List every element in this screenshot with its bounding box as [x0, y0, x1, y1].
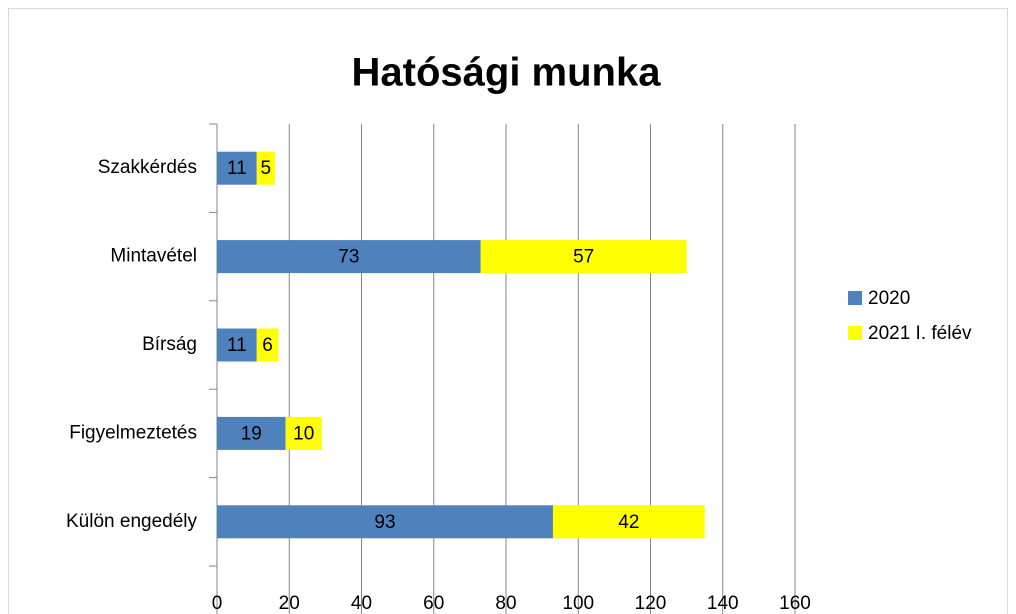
bar [217, 328, 257, 362]
x-tick-label: 100 [562, 593, 594, 614]
legend-swatch [848, 291, 862, 305]
bar [217, 416, 286, 450]
legend-label: 2021 I. félév [868, 323, 972, 344]
data-label: 19 [241, 423, 262, 444]
y-tick-label: Külön engedély [66, 511, 197, 532]
x-tick-label: 0 [212, 593, 223, 614]
chart-title: Hatósági munka [352, 51, 662, 95]
data-label: 93 [374, 512, 395, 533]
data-label: 5 [260, 158, 271, 179]
data-label: 57 [573, 247, 594, 268]
data-label: 11 [227, 158, 247, 179]
bar [285, 416, 322, 450]
x-tick-label: 20 [279, 593, 300, 614]
y-tick-label: Szakkérdés [98, 157, 197, 178]
data-label: 42 [618, 512, 639, 533]
x-tick-label: 160 [779, 593, 811, 614]
data-label: 10 [293, 423, 314, 444]
bar [217, 151, 257, 185]
bar [217, 505, 553, 539]
legend-label: 2020 [868, 288, 910, 309]
data-label: 73 [338, 247, 359, 268]
data-label: 11 [227, 335, 247, 356]
x-tick-label: 140 [707, 593, 739, 614]
y-tick-label: Figyelmeztetés [69, 422, 197, 443]
data-label: 6 [262, 335, 273, 356]
x-tick-label: 60 [423, 593, 444, 614]
y-tick-label: Bírság [142, 334, 197, 355]
x-tick-label: 120 [635, 593, 667, 614]
x-tick-label: 80 [495, 593, 516, 614]
bar [256, 328, 279, 362]
bar [480, 240, 687, 274]
bar [217, 240, 481, 274]
bar [256, 151, 275, 185]
x-tick-label: 40 [351, 593, 372, 614]
bar [552, 505, 705, 539]
y-tick-label: Mintavétel [110, 246, 197, 267]
legend-swatch [848, 326, 862, 340]
